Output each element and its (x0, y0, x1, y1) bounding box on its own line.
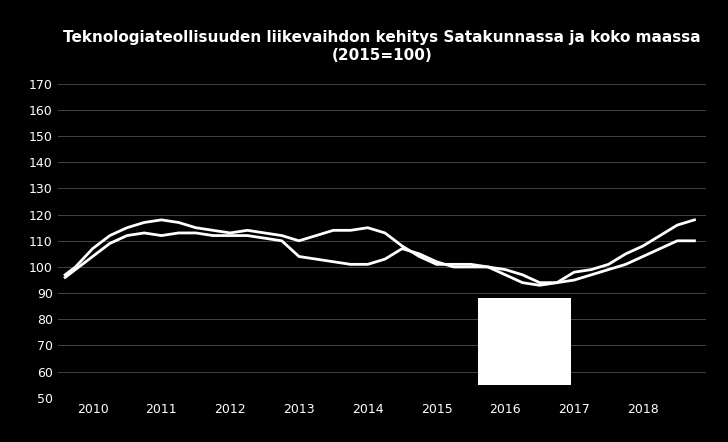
Title: Teknologiateollisuuden liikevaihdon kehitys Satakunnassa ja koko maassa
(2015=10: Teknologiateollisuuden liikevaihdon kehi… (63, 30, 701, 63)
Bar (478, 298, 571, 385)
